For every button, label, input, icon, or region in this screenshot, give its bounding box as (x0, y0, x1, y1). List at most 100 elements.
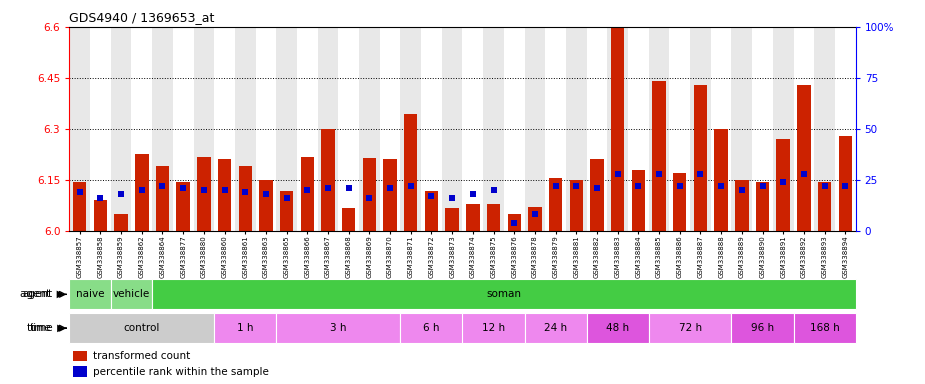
Point (714, 183, 729, 189)
Bar (69, 279, 111, 310)
Point (217, 187, 232, 193)
Text: 72 h: 72 h (679, 323, 702, 333)
Bar (756, 182, 770, 231)
Text: agent: agent (23, 289, 53, 300)
Bar (794, 313, 856, 343)
Point (114, 191, 129, 197)
Text: percentile rank within the sample: percentile rank within the sample (92, 366, 269, 377)
Bar (135, 154, 149, 231)
Bar (673, 173, 686, 231)
Bar (648, 313, 732, 343)
Bar (545, 27, 566, 231)
Point (487, 187, 501, 193)
Text: 96 h: 96 h (751, 323, 774, 333)
Bar (487, 204, 500, 231)
Bar (255, 27, 277, 231)
Point (300, 187, 314, 193)
Bar (73, 182, 86, 231)
Bar (217, 159, 231, 231)
Bar (483, 27, 504, 231)
Bar (504, 27, 524, 231)
Bar (152, 279, 856, 310)
Text: 1 h: 1 h (237, 323, 253, 333)
Point (383, 185, 398, 191)
Bar (628, 27, 648, 231)
Bar (732, 313, 794, 343)
Bar (152, 27, 173, 231)
Bar (566, 27, 586, 231)
Bar (524, 27, 545, 231)
Point (672, 183, 687, 189)
Point (176, 185, 191, 191)
Text: naive: naive (76, 289, 105, 300)
Point (527, 212, 542, 218)
Text: transformed count: transformed count (92, 351, 191, 361)
Bar (155, 166, 169, 231)
Point (341, 185, 356, 191)
Text: soman: soman (487, 289, 522, 300)
Text: time  ▶: time ▶ (27, 323, 65, 333)
Point (196, 187, 211, 193)
Bar (690, 27, 710, 231)
Point (549, 183, 563, 189)
Bar (193, 27, 215, 231)
Point (693, 170, 708, 177)
Point (589, 185, 604, 191)
Bar (752, 27, 773, 231)
Point (755, 183, 770, 189)
Bar (277, 313, 401, 343)
Point (651, 170, 666, 177)
Bar (710, 27, 732, 231)
Bar (421, 27, 442, 231)
Text: time: time (30, 323, 53, 333)
Bar (442, 27, 462, 231)
Bar (794, 27, 814, 231)
Point (424, 193, 438, 199)
Bar (131, 27, 152, 231)
Bar (297, 27, 317, 231)
Bar (462, 313, 524, 343)
Bar (317, 27, 339, 231)
Bar (235, 27, 255, 231)
Bar (90, 27, 111, 231)
Point (93, 195, 108, 201)
Text: GDS4940 / 1369653_at: GDS4940 / 1369653_at (69, 11, 215, 24)
Bar (115, 214, 128, 231)
Point (569, 183, 584, 189)
Text: 48 h: 48 h (606, 323, 629, 333)
Bar (466, 204, 479, 231)
Text: 12 h: 12 h (482, 323, 505, 333)
Bar (462, 27, 483, 231)
Point (817, 183, 832, 189)
Bar (380, 27, 401, 231)
Bar (797, 84, 810, 231)
Point (734, 187, 749, 193)
Bar (401, 27, 421, 231)
Bar (363, 158, 376, 231)
Bar (111, 27, 131, 231)
Text: 24 h: 24 h (544, 323, 567, 333)
Bar (528, 207, 542, 231)
Bar (839, 136, 852, 231)
Point (776, 179, 791, 185)
Bar (549, 178, 562, 231)
Bar (632, 170, 645, 231)
Bar (215, 313, 277, 343)
Text: 6 h: 6 h (424, 323, 439, 333)
Point (238, 189, 253, 195)
Text: control: control (124, 323, 160, 333)
Bar (280, 191, 293, 231)
Bar (301, 157, 314, 231)
Bar (776, 139, 790, 231)
Bar (773, 27, 794, 231)
Bar (570, 180, 583, 231)
Bar (177, 182, 190, 231)
Bar (586, 27, 608, 231)
Bar (73, 351, 88, 361)
Bar (73, 366, 88, 377)
Point (258, 191, 274, 197)
Point (838, 183, 853, 189)
Bar (694, 84, 708, 231)
Text: 3 h: 3 h (330, 323, 347, 333)
Bar (197, 157, 211, 231)
